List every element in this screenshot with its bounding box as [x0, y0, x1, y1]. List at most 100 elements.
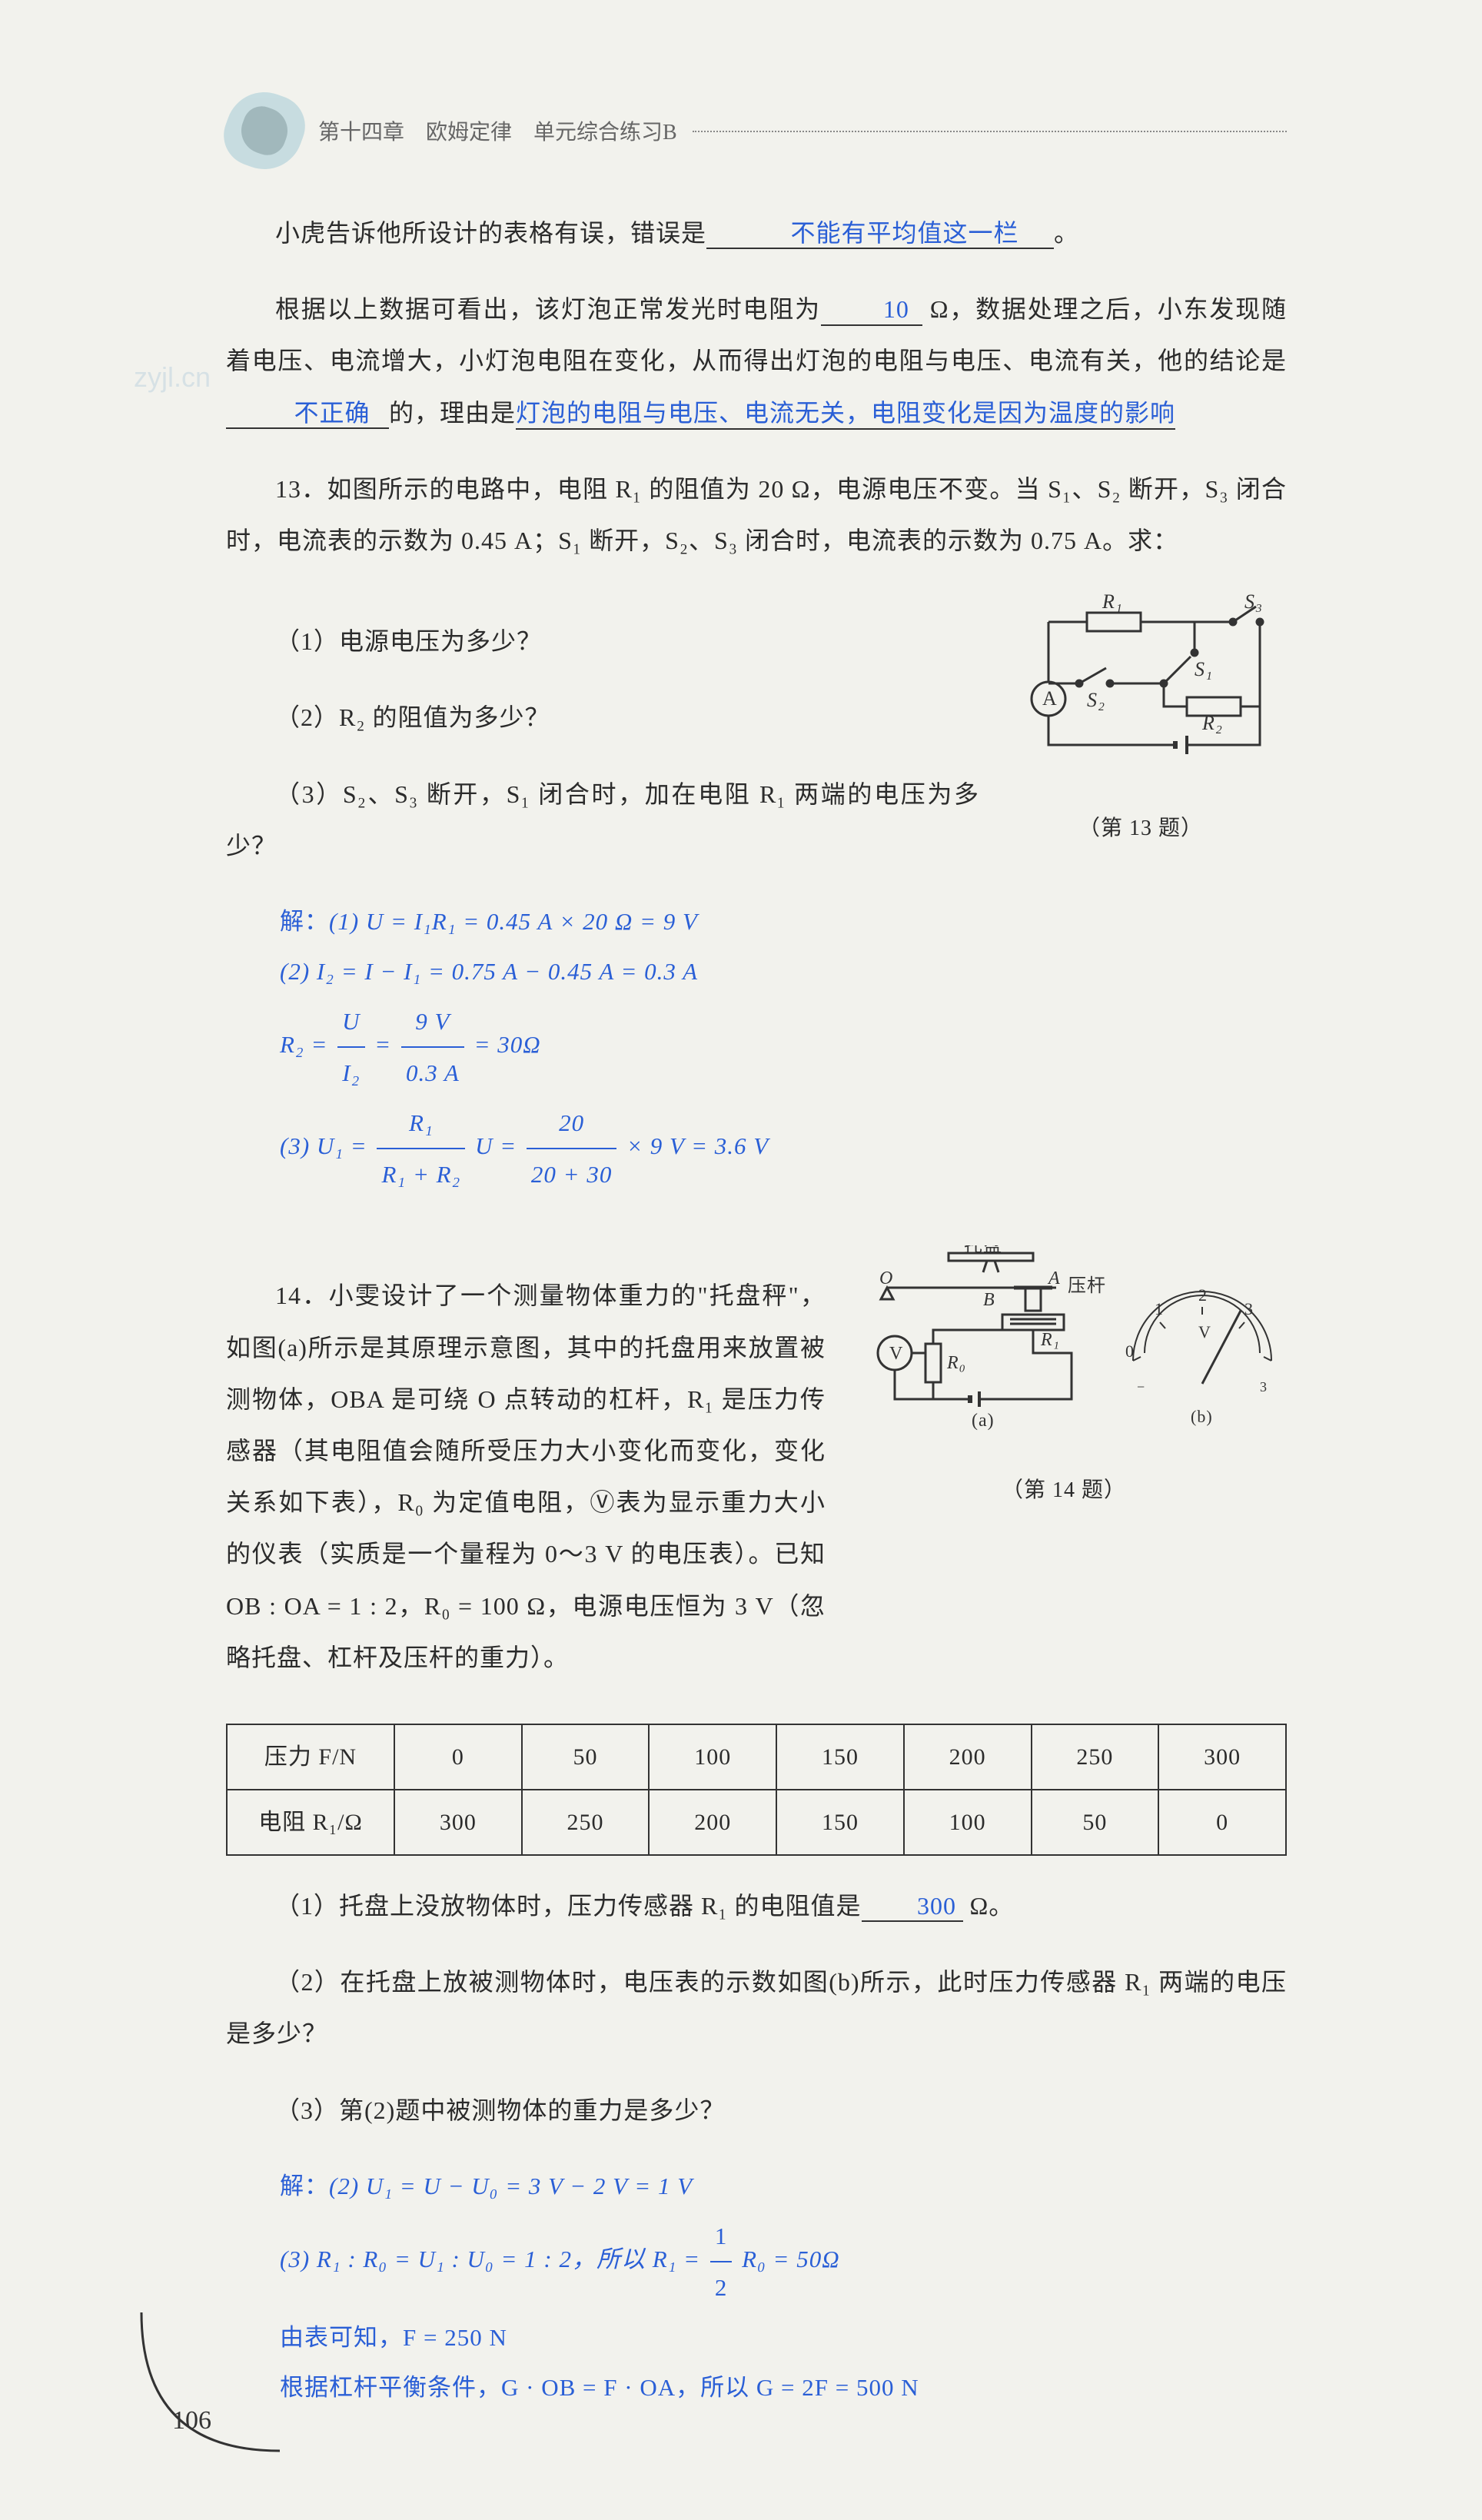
q13-figure: R₁ S₃ S₁ S₂ R₂ A （第 13 题） [995, 591, 1287, 852]
q12-line2-prefix: 根据以上数据可看出，该灯泡正常发光时电阻为 [275, 295, 821, 323]
q14-number: 14． [275, 1282, 329, 1309]
chapter-title: 第十四章 欧姆定律 单元综合练习B [318, 115, 677, 146]
page-header: 第十四章 欧姆定律 单元综合练习B [226, 92, 1287, 169]
q12-blank4: 灯泡的电阻与电压、电流无关，电阻变化是因为温度的影响 [516, 399, 1175, 430]
q13-sol3-res: × 9 V = 3.6 V [626, 1132, 769, 1159]
q14-sol-label: 解： [280, 2173, 329, 2199]
q13-label-s3: S₃ [1244, 591, 1263, 613]
table-cell: 50 [522, 1724, 650, 1790]
q13-sub2: （2）R₂ 的阻值为多少？ [226, 692, 979, 743]
table-cell: 100 [649, 1724, 776, 1790]
header-dotted-line [693, 130, 1287, 132]
q13-frac2-num: 9 V [401, 996, 464, 1048]
q14-row: 14．小雯设计了一个测量物体重力的"托盘秤"，如图(a)所示是其原理示意图，其中… [226, 1245, 1287, 1708]
q13-sol2b-lhs: R₂ = [280, 1031, 334, 1058]
svg-text:1: 1 [1155, 1299, 1164, 1318]
q13-frac3-den: R₁ + R₂ [377, 1149, 465, 1199]
table-cell: 300 [394, 1790, 522, 1855]
q13-subquestions: （1）电源电压为多少？ （2）R₂ 的阻值为多少？ （3）S₂、S₃ 断开，S₁… [226, 591, 979, 1199]
q13-frac3: R₁R₁ + R₂ [377, 1098, 465, 1199]
q14-label-R0: R₀ [946, 1353, 966, 1373]
q13-frac4-den: 20 + 30 [527, 1149, 616, 1199]
q14-stem-p: 14．小雯设计了一个测量物体重力的"托盘秤"，如图(a)所示是其原理示意图，其中… [226, 1270, 826, 1684]
q12-blank3: 不正确 [226, 398, 389, 429]
q13-frac1-den: I₂ [337, 1048, 364, 1098]
q13-sub1: （1）电源电压为多少？ [226, 616, 979, 667]
q13-label-r1: R₁ [1102, 591, 1123, 613]
q14-table: 压力 F/N 0 50 100 150 200 250 300 电阻 R₁/Ω … [226, 1724, 1287, 1856]
q14-sol2: 解：(2) U₁ = U − U₀ = 3 V − 2 V = 1 V [280, 2161, 1287, 2211]
q13-sol3: (3) U₁ = R₁R₁ + R₂ U = 2020 + 30 × 9 V =… [280, 1098, 979, 1199]
q13-stem: 13．如图所示的电路中，电阻 R₁ 的阻值为 20 Ω，电源电压不变。当 S₁、… [226, 464, 1287, 567]
q13-sol2a: (2) I₂ = I − I₁ = 0.75 A − 0.45 A = 0.3 … [280, 946, 979, 996]
table-cell: 50 [1032, 1790, 1159, 1855]
svg-text:0: 0 [1125, 1341, 1135, 1361]
q14-sol3a: (3) R₁ : R₀ = U₁ : U₀ = 1 : 2，所以 R₁ = 12… [280, 2211, 1287, 2312]
q13-sol1-text: (1) U = I₁R₁ = 0.45 A × 20 Ω = 9 V [329, 908, 698, 935]
svg-text:V: V [1198, 1322, 1211, 1341]
q14-label-V: V [889, 1344, 903, 1364]
q12-blank1: 不能有平均值这一栏 [706, 218, 1054, 249]
q13-frac3-num: R₁ [377, 1098, 465, 1149]
q14-caption: （第 14 题） [841, 1468, 1287, 1514]
q12-line1-prefix: 小虎告诉他所设计的表格有误，错误是 [275, 219, 706, 247]
q13-sol2b-res: = 30Ω [474, 1031, 541, 1058]
table-cell: 100 [904, 1790, 1032, 1855]
page: zyjl.cn 第十四章 欧姆定律 单元综合练习B 小虎告诉他所设计的表格有误，… [88, 0, 1394, 2520]
q13-sol1: 解：(1) U = I₁R₁ = 0.45 A × 20 Ω = 9 V [280, 896, 979, 946]
q14-label-R1: R₁ [1040, 1330, 1060, 1350]
svg-text:3: 3 [1244, 1299, 1254, 1318]
table-row-F: 压力 F/N 0 50 100 150 200 250 300 [227, 1724, 1286, 1790]
q13-caption: （第 13 题） [995, 806, 1287, 852]
table-cell: 0 [394, 1724, 522, 1790]
windmill-icon [215, 81, 314, 180]
table-label-F: 压力 F/N [227, 1724, 394, 1790]
q13-number: 13． [275, 475, 327, 503]
q13-label-a: A [1042, 687, 1058, 710]
q13-label-s1: S₁ [1195, 658, 1213, 680]
q13-sol2b-eq: = [374, 1031, 398, 1058]
table-cell: 300 [1158, 1724, 1286, 1790]
q14-frac: 12 [710, 2211, 733, 2312]
q14-sub1: （1）托盘上没放物体时，压力传感器 R₁ 的电阻值是300 Ω。 [226, 1880, 1287, 1932]
q14-sub1-blank: 300 [862, 1891, 963, 1922]
q13-frac1: UI₂ [337, 996, 364, 1098]
q14-label-a: (a) [972, 1411, 995, 1431]
q13-sol3-lhs: (3) U₁ = [280, 1132, 374, 1159]
q14-sol3b: 由表可知，F = 250 N [280, 2312, 1287, 2362]
q14-label-tray: 托盘 [964, 1245, 1002, 1256]
q14-sub2: （2）在托盘上放被测物体时，电压表的示数如图(b)所示，此时压力传感器 R₁ 两… [226, 1956, 1287, 2060]
q14-sub1-suffix: Ω。 [970, 1892, 1015, 1920]
table-label-R: 电阻 R₁/Ω [227, 1790, 394, 1855]
q14-sol3a-post: R₀ = 50Ω [742, 2246, 840, 2272]
table-cell: 0 [1158, 1790, 1286, 1855]
q12-line1: 小虎告诉他所设计的表格有误，错误是不能有平均值这一栏。 [226, 208, 1287, 259]
q12-continuation: 小虎告诉他所设计的表格有误，错误是不能有平均值这一栏。 根据以上数据可看出，该灯… [226, 208, 1287, 439]
q13-label-r2: R₂ [1201, 712, 1223, 734]
table-cell: 150 [776, 1790, 904, 1855]
q13-frac4: 2020 + 30 [527, 1098, 616, 1199]
q14-label-B: B [983, 1290, 995, 1310]
table-row-R: 电阻 R₁/Ω 300 250 200 150 100 50 0 [227, 1790, 1286, 1855]
table-cell: 200 [649, 1790, 776, 1855]
svg-text:2: 2 [1198, 1285, 1208, 1305]
q12-line1-suffix: 。 [1054, 219, 1079, 247]
watermark: zyjl.cn [134, 361, 211, 394]
q14-stem-col: 14．小雯设计了一个测量物体重力的"托盘秤"，如图(a)所示是其原理示意图，其中… [226, 1245, 826, 1708]
q14-circuit-svg: 托盘 压杆 O A B R₀ R₁ V (a) [849, 1245, 1279, 1461]
q12-blank2: 10 [821, 294, 922, 325]
svg-text:−: − [1137, 1379, 1145, 1395]
q14-frac-num: 1 [710, 2211, 733, 2262]
q13-sub3: （3）S₂、S₃ 断开，S₁ 闭合时，加在电阻 R₁ 两端的电压为多少？ [226, 769, 979, 872]
q14-sol3c: 根据杠杆平衡条件，G · OB = F · OA，所以 G = 2F = 500… [280, 2362, 1287, 2412]
q13-row: （1）电源电压为多少？ （2）R₂ 的阻值为多少？ （3）S₂、S₃ 断开，S₁… [226, 591, 1287, 1199]
page-curve-icon [134, 2305, 287, 2458]
q14-figure: 托盘 压杆 O A B R₀ R₁ V (a) [841, 1245, 1287, 1514]
q14-sol2-text: (2) U₁ = U − U₀ = 3 V − 2 V = 1 V [329, 2173, 693, 2199]
q14-label-O: O [879, 1268, 893, 1288]
table-cell: 250 [522, 1790, 650, 1855]
q14-label-A: A [1047, 1268, 1061, 1288]
table-cell: 250 [1032, 1724, 1159, 1790]
q14-label-b: (b) [1191, 1407, 1213, 1426]
q14-block: 14．小雯设计了一个测量物体重力的"托盘秤"，如图(a)所示是其原理示意图，其中… [226, 1245, 1287, 2412]
